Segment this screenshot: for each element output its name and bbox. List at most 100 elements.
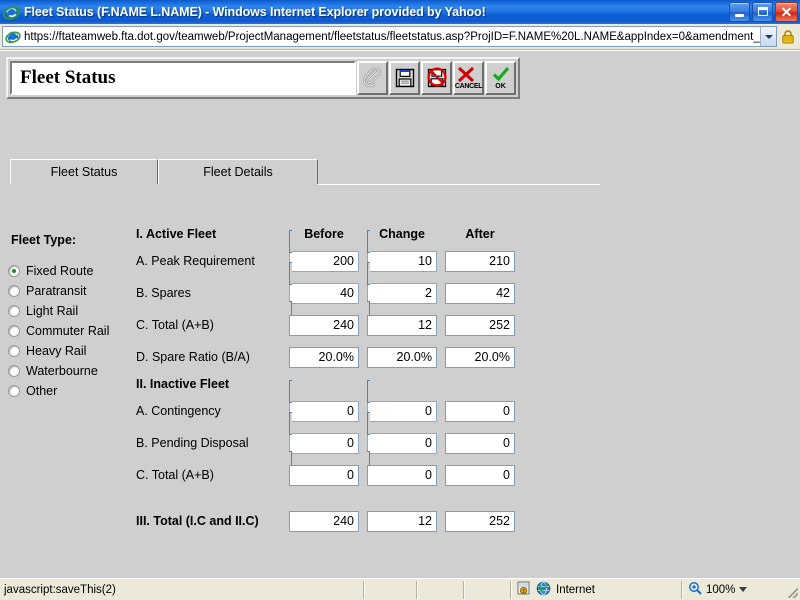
cell-after: 42 xyxy=(445,282,515,304)
address-input[interactable]: https://ftateamweb.fta.dot.gov/teamweb/P… xyxy=(2,26,777,47)
ok-button[interactable]: OK xyxy=(485,61,516,95)
cell-change: 0 xyxy=(367,411,437,474)
pending-disposal-after-value: 0 xyxy=(445,432,515,454)
radio-waterbourne[interactable]: Waterbourne xyxy=(8,361,130,381)
status-slot-2 xyxy=(417,579,463,600)
cell-change: 10 xyxy=(367,229,437,292)
cell-change: 0 xyxy=(367,379,437,442)
cell-before: 40 xyxy=(289,261,359,324)
cell-change: 2 xyxy=(367,261,437,324)
section-heading-active-fleet: I. Active Fleet xyxy=(136,227,217,241)
app-title-box: Fleet Status xyxy=(10,61,356,95)
dont-save-button[interactable] xyxy=(421,61,452,95)
address-url-text: https://ftateamweb.fta.dot.gov/teamweb/P… xyxy=(24,30,760,43)
red-x-icon: CANCEL xyxy=(455,66,482,90)
active-total-after-value: 252 xyxy=(445,314,515,336)
radio-icon[interactable] xyxy=(8,265,20,277)
radio-fixed-route[interactable]: Fixed Route xyxy=(8,261,130,281)
row-pending-disposal: B. Pending Disposal 0 0 0 xyxy=(136,411,556,474)
chevron-down-icon[interactable] xyxy=(739,587,748,592)
cell-change: 20.0% xyxy=(367,346,437,368)
row-label: A. Contingency xyxy=(136,404,221,418)
cell-after: 0 xyxy=(445,400,515,422)
attach-button[interactable] xyxy=(357,61,388,95)
app-header-bar: Fleet Status xyxy=(6,57,520,99)
cell-after: 210 xyxy=(445,250,515,272)
grand-total-before-value: 240 xyxy=(289,510,359,532)
radio-icon[interactable] xyxy=(8,325,20,337)
radio-commuter-rail[interactable]: Commuter Rail xyxy=(8,321,130,341)
title-bar: Fleet Status (F.NAME L.NAME) - Windows I… xyxy=(0,0,800,24)
cancel-button[interactable]: CANCEL xyxy=(453,61,484,95)
floppy-disk-icon xyxy=(394,67,416,89)
resize-grip[interactable] xyxy=(786,579,800,600)
pending-disposal-before-input[interactable]: 0 xyxy=(289,432,359,454)
close-button[interactable]: ✕ xyxy=(775,2,798,22)
spare-ratio-after-value: 20.0% xyxy=(445,346,515,368)
maximize-restore-button[interactable] xyxy=(752,2,773,22)
cell-before: 240 xyxy=(289,314,359,336)
radio-light-rail[interactable]: Light Rail xyxy=(8,301,130,321)
inactive-total-after-value: 0 xyxy=(445,464,515,486)
cell-before: 200 xyxy=(289,229,359,292)
status-message: javascript:saveThis(2) xyxy=(4,583,116,596)
radio-label: Commuter Rail xyxy=(26,324,110,338)
pending-disposal-change-input[interactable]: 0 xyxy=(367,432,437,454)
radio-other[interactable]: Other xyxy=(8,381,130,401)
status-divider xyxy=(681,580,682,599)
row-contingency: A. Contingency 0 0 0 xyxy=(136,379,556,442)
status-divider xyxy=(463,580,464,599)
radio-paratransit[interactable]: Paratransit xyxy=(8,281,130,301)
radio-icon[interactable] xyxy=(8,345,20,357)
fleet-type-group: Fleet Type: Fixed Route Paratransit Ligh… xyxy=(8,233,130,401)
cell-change: 0 xyxy=(367,464,437,486)
spares-before-input[interactable]: 40 xyxy=(289,282,359,304)
spare-ratio-before-value: 20.0% xyxy=(289,346,359,368)
contingency-after-value: 0 xyxy=(445,400,515,422)
tab-underline xyxy=(318,184,600,185)
cell-after: 252 xyxy=(445,510,515,532)
cell-after: 20.0% xyxy=(445,346,515,368)
internet-explorer-icon xyxy=(3,4,20,21)
column-header-after: After xyxy=(465,227,495,241)
radio-heavy-rail[interactable]: Heavy Rail xyxy=(8,341,130,361)
radio-label: Other xyxy=(26,384,58,398)
page-title: Fleet Status xyxy=(20,67,116,88)
zoom-control[interactable]: 100% xyxy=(682,579,786,600)
radio-label: Waterbourne xyxy=(26,364,98,378)
app-toolbar: CANCEL OK xyxy=(357,59,518,97)
radio-icon[interactable] xyxy=(8,285,20,297)
window-controls: ✕ xyxy=(729,2,798,22)
tab-bar: Fleet Status Fleet Details xyxy=(10,159,600,185)
row-label: III. Total (I.C and II.C) xyxy=(136,514,259,528)
address-bar: https://ftateamweb.fta.dot.gov/teamweb/P… xyxy=(0,24,800,50)
radio-label: Paratransit xyxy=(26,284,87,298)
lock-icon xyxy=(777,27,799,47)
grand-total-change-value: 12 xyxy=(367,510,437,532)
radio-icon[interactable] xyxy=(8,365,20,377)
cell-before: 0 xyxy=(289,464,359,486)
section-row-inactive-fleet: II. Inactive Fleet xyxy=(136,373,556,395)
row-spares: B. Spares 40 2 42 xyxy=(136,261,556,324)
status-divider xyxy=(416,580,417,599)
radio-icon[interactable] xyxy=(8,305,20,317)
cell-before: 0 xyxy=(289,379,359,442)
save-button[interactable] xyxy=(389,61,420,95)
radio-label: Fixed Route xyxy=(26,264,94,278)
minimize-button[interactable] xyxy=(729,2,750,22)
cell-after: 0 xyxy=(445,464,515,486)
radio-icon[interactable] xyxy=(8,385,20,397)
address-dropdown-button[interactable] xyxy=(760,27,776,46)
spares-change-input[interactable]: 2 xyxy=(367,282,437,304)
column-header-before: Before xyxy=(304,227,344,241)
cell-change: 12 xyxy=(367,314,437,336)
tab-fleet-status[interactable]: Fleet Status xyxy=(10,159,158,184)
globe-icon xyxy=(536,581,551,599)
radio-label: Light Rail xyxy=(26,304,79,318)
security-zone-indicator[interactable]: Internet xyxy=(511,579,681,600)
tab-fleet-details[interactable]: Fleet Details xyxy=(158,159,318,184)
spares-after-value: 42 xyxy=(445,282,515,304)
green-check-icon: OK xyxy=(490,66,512,90)
row-label: B. Pending Disposal xyxy=(136,436,249,450)
